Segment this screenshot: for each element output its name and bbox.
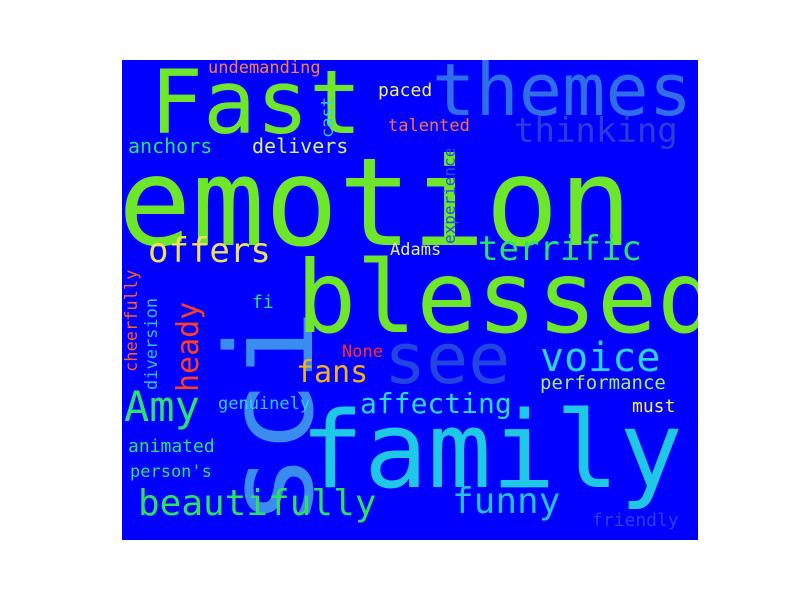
word-amy: Amy (124, 382, 200, 431)
word-persons: person's (130, 462, 212, 482)
word-thinking: thinking (514, 111, 678, 151)
word-funny: funny (452, 481, 561, 522)
word-fi: fi (252, 292, 274, 313)
word-cast: cast (318, 97, 338, 138)
word-delivers: delivers (252, 134, 349, 158)
word-heady: heady (171, 301, 206, 392)
word-cloud: emotion sci family blessed Fast themes s… (122, 60, 698, 540)
word-genuinely: genuinely (218, 394, 311, 414)
word-emotion: emotion (122, 132, 633, 274)
word-cheerfully: cheerfully (122, 269, 142, 372)
word-fast: Fast (150, 60, 362, 154)
word-animated: animated (128, 436, 215, 457)
word-friendly: friendly (592, 510, 679, 531)
word-must: must (632, 396, 676, 417)
word-talented: talented (388, 116, 470, 136)
word-paced: paced (378, 80, 433, 101)
word-none: None (342, 342, 383, 362)
word-performance: performance (540, 372, 666, 394)
word-terrific: terrific (478, 229, 642, 269)
word-fans: fans (296, 355, 369, 390)
word-voice: voice (540, 335, 661, 381)
word-diversion: diversion (142, 297, 162, 390)
word-offers: offers (148, 231, 271, 271)
word-affecting: affecting (360, 387, 512, 420)
word-anchors: anchors (128, 134, 213, 158)
word-blessed: blessed (296, 239, 698, 356)
word-family: family (300, 389, 683, 512)
word-undemanding: undemanding (208, 60, 321, 78)
word-adams: Adams (390, 240, 442, 260)
word-experience: experience (440, 147, 459, 244)
word-themes: themes (432, 60, 693, 132)
word-see: see (384, 318, 511, 400)
word-beautifully: beautifully (138, 483, 377, 524)
